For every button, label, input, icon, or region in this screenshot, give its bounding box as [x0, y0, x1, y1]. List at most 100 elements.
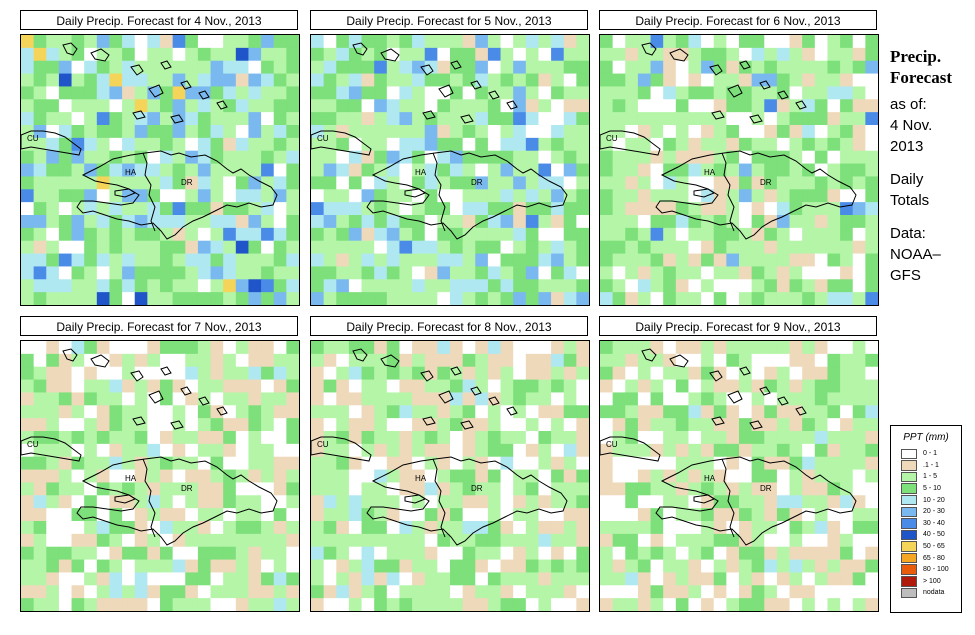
precip-cell — [764, 266, 778, 280]
bahamas-island-outline — [460, 420, 474, 430]
precip-cell — [637, 150, 652, 165]
precip-cell — [726, 35, 740, 49]
precip-cell — [538, 176, 552, 190]
precip-cell — [827, 125, 841, 139]
precip-cell — [46, 292, 60, 305]
precip-cell — [172, 533, 186, 548]
precip-cell — [160, 73, 174, 88]
precip-cell — [840, 253, 854, 268]
precip-cell — [286, 585, 299, 599]
precip-cell — [688, 35, 702, 49]
precip-cell — [751, 240, 765, 255]
precip-cell — [701, 443, 715, 458]
precip-cell — [713, 137, 727, 152]
precip-cell — [675, 431, 690, 445]
precip-cell — [675, 533, 690, 548]
legend-label: 80 - 100 — [923, 566, 949, 574]
precip-cell — [688, 292, 702, 305]
precip-cell — [776, 559, 791, 574]
precip-cell — [21, 405, 35, 419]
precip-cell — [650, 189, 664, 203]
precip-cell — [713, 240, 727, 255]
precip-cell — [46, 163, 60, 178]
precip-cell — [852, 163, 866, 178]
precip-cell — [386, 86, 401, 100]
precip-cell — [273, 495, 287, 509]
precip-cell — [475, 150, 489, 165]
precip-cell — [197, 353, 212, 368]
precip-cell — [637, 292, 652, 305]
precip-cell — [223, 379, 237, 394]
precip-cell — [374, 469, 388, 484]
precip-cell — [462, 341, 476, 355]
precip-cell — [663, 99, 677, 113]
precip-cell — [852, 456, 866, 471]
precip-cell — [261, 47, 275, 62]
precip-cell — [840, 292, 854, 305]
precip-cell — [789, 405, 803, 419]
precip-cell — [814, 533, 829, 548]
precip-cell — [58, 572, 73, 586]
precip-cell — [160, 546, 174, 561]
precip-cell — [865, 227, 878, 242]
precip-cell — [261, 431, 275, 445]
precip-cell — [210, 125, 224, 139]
precip-cell — [286, 341, 299, 355]
precip-cell — [122, 598, 136, 611]
precip-cell — [273, 150, 287, 165]
precip-cell — [840, 202, 854, 216]
precip-cell — [675, 86, 690, 100]
panel-title: Daily Precip. Forecast for 4 Nov., 2013 — [20, 10, 298, 30]
precip-cell — [726, 392, 740, 406]
precip-cell — [462, 60, 476, 75]
precip-cell — [637, 86, 652, 100]
bahamas-island-outline — [352, 42, 368, 56]
precip-cell — [336, 443, 350, 458]
precip-cell — [197, 47, 212, 62]
precip-cell — [374, 585, 388, 599]
precip-cell — [450, 189, 464, 203]
precip-cell — [688, 137, 702, 152]
precip-cell — [525, 73, 540, 88]
precip-cell — [751, 279, 765, 293]
precip-cell — [412, 533, 426, 548]
precip-cell — [726, 279, 740, 293]
precip-cell — [223, 405, 237, 419]
precip-cell — [688, 279, 702, 293]
precip-cell — [525, 546, 540, 561]
precip-cell — [726, 456, 740, 471]
precip-cell — [525, 521, 540, 535]
precip-cell — [336, 418, 350, 432]
precip-cell — [399, 379, 413, 394]
legend-swatch — [901, 471, 917, 483]
precip-cell — [46, 585, 60, 599]
precip-cell — [637, 546, 652, 561]
precip-cell — [248, 341, 262, 355]
precip-cell — [827, 227, 841, 242]
cuba-coastline — [21, 436, 82, 462]
precip-cell — [462, 86, 476, 100]
precip-cell — [348, 266, 363, 280]
precip-cell — [751, 73, 765, 88]
precip-cell — [273, 137, 287, 152]
precip-cell — [563, 112, 577, 126]
precip-cell — [739, 47, 753, 62]
panel-title: Daily Precip. Forecast for 8 Nov., 2013 — [310, 316, 588, 336]
precip-cell — [538, 546, 552, 561]
precip-cell — [600, 215, 614, 229]
precip-cell — [739, 202, 753, 216]
precip-cell — [852, 292, 866, 305]
precip-cell — [71, 150, 85, 165]
precip-cell — [348, 73, 363, 88]
precip-cell — [412, 125, 426, 139]
precip-cell — [563, 456, 577, 471]
precip-cell — [386, 253, 401, 268]
haiti-dr-border — [432, 152, 446, 232]
precip-cell — [650, 533, 664, 548]
precip-cell — [261, 253, 275, 268]
precip-cell — [336, 469, 350, 484]
precip-cell — [462, 215, 476, 229]
precip-cell — [261, 292, 275, 305]
precip-cell — [348, 202, 363, 216]
